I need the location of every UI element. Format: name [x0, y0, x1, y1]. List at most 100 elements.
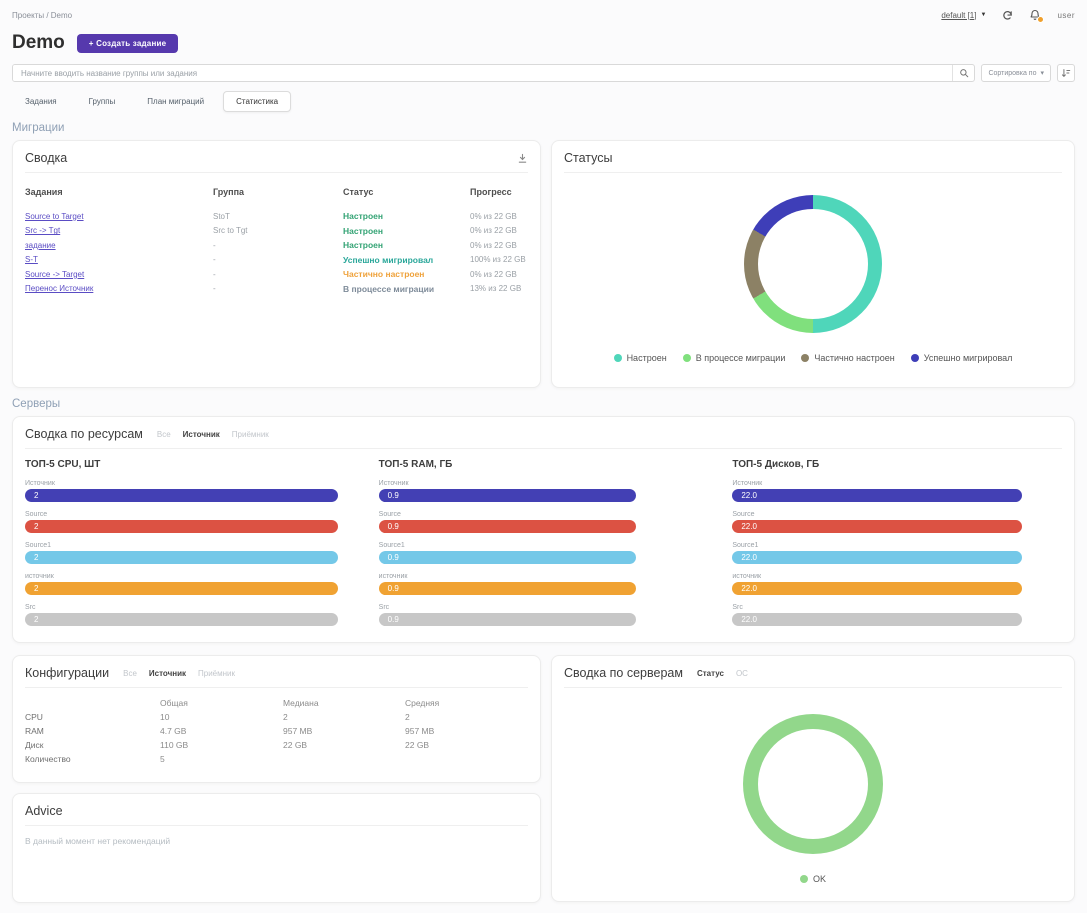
- filter-all[interactable]: Все: [156, 429, 171, 439]
- filter-target[interactable]: Приёмник: [198, 668, 236, 678]
- bar-value: 0.9: [387, 584, 399, 593]
- table-row: S-T - Успешно мигрировал 100% из 22 GB: [25, 253, 528, 268]
- tab-bar: Задания Группы План миграций Статистика: [12, 90, 1075, 112]
- bar: 2: [25, 613, 339, 626]
- statuses-donut-chart: [744, 195, 882, 333]
- configurations-card: Конфигурации Все Источник Приёмник Общая…: [12, 655, 541, 783]
- bar-label: Source1: [732, 542, 759, 549]
- sort-direction-button[interactable]: [1057, 64, 1075, 82]
- task-link[interactable]: Src -> Tgt: [25, 226, 61, 236]
- bar-group: Source1 2: [25, 542, 355, 564]
- configurations-table: Общая Медиана Средняя CPU 10 2 2 RAM 4.7…: [25, 696, 528, 766]
- cell-total: 4.7 GB: [160, 726, 187, 736]
- user-menu[interactable]: user: [1057, 10, 1075, 20]
- legend-label: В процессе миграции: [695, 353, 786, 363]
- search-icon[interactable]: [952, 65, 974, 81]
- configurations-card-title: Конфигурации: [25, 666, 110, 680]
- tab-groups[interactable]: Группы: [88, 96, 116, 106]
- bar-label: Source1: [378, 542, 405, 549]
- task-link[interactable]: Source -> Target: [25, 269, 85, 279]
- bar-label: источник: [378, 573, 408, 580]
- bar-group: Source 2: [25, 511, 355, 533]
- tab-tasks[interactable]: Задания: [25, 96, 57, 106]
- bar-value: 2: [34, 584, 39, 593]
- legend-dot: [910, 354, 919, 362]
- filter-status[interactable]: Статус: [696, 668, 724, 678]
- search-row: Сортировка по ▾: [12, 64, 1075, 82]
- disk-chart-title: ТОП-5 Дисков, ГБ: [732, 459, 820, 470]
- legend-label: OK: [812, 874, 826, 884]
- filter-os[interactable]: ОС: [735, 668, 748, 678]
- status-badge: Частично настроен: [343, 269, 425, 280]
- bar-label: Источник: [378, 480, 409, 487]
- chevron-down-icon: ▾: [1040, 70, 1044, 77]
- resources-filters: Все Источник Приёмник: [157, 430, 269, 439]
- breadcrumb[interactable]: Проекты / Demo: [12, 10, 73, 20]
- bar-value: 0.9: [387, 491, 399, 500]
- progress-cell: 0% из 22 GB: [470, 211, 517, 221]
- bar-label: источник: [732, 573, 762, 580]
- bar: 22.0: [732, 520, 1023, 533]
- cpu-chart-title: ТОП-5 CPU, ШТ: [25, 459, 101, 470]
- bar-group: Source1 22.0: [732, 542, 1062, 564]
- bar-group: Источник 0.9: [378, 480, 709, 502]
- bar-group: Источник 22.0: [732, 480, 1062, 502]
- configurations-header: Общая Медиана Средняя: [25, 696, 528, 710]
- bar-label: Source: [25, 511, 48, 518]
- legend-item: OK: [799, 874, 826, 884]
- servers-donut-chart: [743, 714, 883, 854]
- search-input[interactable]: [13, 65, 953, 81]
- filter-source[interactable]: Источник: [148, 668, 187, 678]
- bar-value: 22.0: [741, 584, 757, 593]
- filter-target[interactable]: Приёмник: [231, 429, 269, 439]
- bar-value: 2: [34, 615, 39, 624]
- cpu-chart: ТОП-5 CPU, ШТ Источник 2 Source 2 Source…: [25, 459, 355, 635]
- workspace-selector[interactable]: default [1] ▼: [941, 11, 986, 20]
- refresh-icon[interactable]: [1002, 10, 1013, 21]
- group-cell: -: [213, 284, 216, 294]
- filter-all[interactable]: Все: [123, 668, 137, 678]
- task-link[interactable]: Перенос Источник: [25, 284, 94, 294]
- cell-average: 2: [405, 712, 410, 722]
- caret-down-icon: ▼: [980, 12, 987, 18]
- row-label: Диск: [25, 740, 44, 750]
- notifications-bell-icon[interactable]: [1029, 9, 1045, 23]
- bar-label: Источник: [25, 480, 55, 487]
- tab-statistics[interactable]: Статистика: [223, 90, 292, 112]
- table-row: Source -> Target - Частично настроен 0% …: [25, 267, 528, 282]
- servers-legend: OK: [799, 874, 826, 884]
- sort-by-dropdown[interactable]: Сортировка по ▾: [981, 64, 1051, 82]
- legend-dot: [799, 875, 808, 883]
- tab-migration-plan[interactable]: План миграций: [147, 96, 205, 106]
- col-median: Медиана: [283, 698, 319, 708]
- bar-label: Src: [732, 604, 743, 611]
- bar-group: источник 0.9: [378, 573, 709, 595]
- create-task-button[interactable]: + Создать задание: [76, 33, 179, 53]
- bar: 22.0: [732, 551, 1023, 564]
- task-link[interactable]: Source to Target: [25, 211, 84, 221]
- bar: 0.9: [378, 520, 636, 533]
- task-link[interactable]: S-T: [25, 255, 38, 265]
- bar: 2: [25, 489, 339, 502]
- bar-label: Source: [732, 511, 755, 518]
- bar-value: 22.0: [741, 553, 757, 562]
- col-total: Общая: [160, 698, 188, 708]
- task-link[interactable]: задание: [25, 240, 56, 250]
- bar-value: 22.0: [741, 615, 757, 624]
- filter-source[interactable]: Источник: [182, 429, 220, 439]
- bar-label: источник: [25, 573, 54, 580]
- bar-group: Source 22.0: [732, 511, 1062, 533]
- cell-total: 10: [160, 712, 170, 722]
- bar-group: Src 0.9: [378, 604, 709, 626]
- advice-card-title: Advice: [25, 804, 63, 818]
- bar-value: 0.9: [387, 615, 399, 624]
- search-box: [12, 64, 976, 82]
- table-row: Source to Target StoT Настроен 0% из 22 …: [25, 209, 528, 224]
- bar-group: Source 0.9: [378, 511, 709, 533]
- progress-cell: 0% из 22 GB: [470, 226, 517, 236]
- download-icon[interactable]: [517, 153, 528, 164]
- statuses-legend: Настроен В процессе миграции Частично на…: [613, 353, 1012, 363]
- section-migrations-heading: Миграции: [12, 122, 65, 134]
- bar-label: Source1: [25, 542, 52, 549]
